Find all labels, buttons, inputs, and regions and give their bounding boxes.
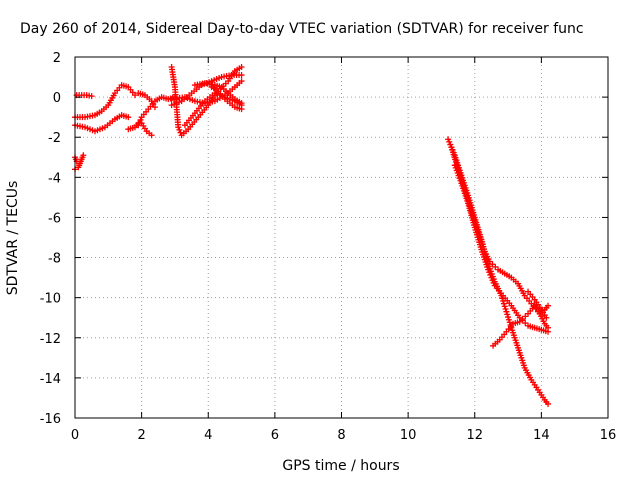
data-point bbox=[543, 314, 550, 321]
y-tick-label: -8 bbox=[48, 252, 61, 267]
y-tick-label: -12 bbox=[40, 332, 61, 347]
y-tick-label: -2 bbox=[48, 131, 61, 146]
data-point bbox=[177, 129, 184, 136]
data-point bbox=[176, 126, 183, 133]
data-point bbox=[522, 313, 529, 320]
x-tick-label: 4 bbox=[204, 428, 212, 443]
data-point bbox=[505, 314, 512, 321]
data-point bbox=[506, 319, 513, 326]
data-point bbox=[500, 300, 507, 307]
data-point bbox=[445, 136, 452, 143]
x-axis-label: GPS time / hours bbox=[282, 458, 399, 474]
y-tick-label: -4 bbox=[48, 171, 61, 186]
data-point bbox=[88, 93, 95, 100]
series-track-e bbox=[72, 112, 132, 135]
data-point bbox=[504, 311, 511, 318]
data-point bbox=[175, 124, 182, 131]
data-point bbox=[519, 316, 526, 323]
series-track-s bbox=[490, 302, 552, 349]
x-tick-label: 8 bbox=[337, 428, 345, 443]
tick-labels: 0 2 4 6 8 10 12 14 16 -16 -14 -12 -10 -8 -6 -4 -2 0 2 bbox=[40, 51, 617, 443]
x-tick-label: 14 bbox=[533, 428, 550, 443]
series-track-o bbox=[208, 84, 245, 113]
y-tick-label: 2 bbox=[53, 51, 61, 66]
data-point bbox=[487, 271, 494, 278]
data-point bbox=[135, 122, 142, 129]
x-tick-label: 16 bbox=[600, 428, 617, 443]
x-tick-label: 10 bbox=[400, 428, 417, 443]
chart-title: Day 260 of 2014, Sidereal Day-to-day VTE… bbox=[20, 21, 584, 37]
series-track-a bbox=[72, 152, 87, 173]
x-tick-label: 2 bbox=[137, 428, 145, 443]
data-point bbox=[125, 114, 132, 121]
x-tick-label: 12 bbox=[466, 428, 483, 443]
data-point bbox=[516, 318, 523, 325]
y-tick-label: 0 bbox=[53, 91, 61, 106]
data-point bbox=[447, 141, 454, 148]
series-track-k bbox=[168, 72, 245, 109]
data-point bbox=[137, 116, 144, 123]
data-point bbox=[492, 263, 499, 270]
data-point bbox=[489, 277, 496, 284]
data-point bbox=[501, 303, 508, 310]
data-point bbox=[489, 261, 496, 268]
data-point bbox=[238, 64, 245, 71]
series-track-c bbox=[73, 92, 95, 100]
data-point bbox=[131, 92, 138, 99]
data-point bbox=[503, 308, 510, 315]
y-tick-label: -6 bbox=[48, 211, 61, 226]
data-point bbox=[505, 316, 512, 323]
y-tick-label: -10 bbox=[40, 292, 61, 307]
data-point bbox=[148, 132, 155, 139]
data-point bbox=[488, 274, 495, 281]
series-track-t bbox=[525, 288, 550, 321]
data-point bbox=[545, 324, 552, 331]
data-point bbox=[485, 266, 492, 273]
data-point bbox=[545, 400, 552, 407]
series-track-i bbox=[138, 120, 155, 139]
data-point bbox=[502, 306, 509, 313]
data-point bbox=[151, 104, 158, 111]
data-point bbox=[522, 320, 529, 327]
grid-lines bbox=[75, 57, 608, 418]
data-series bbox=[72, 64, 552, 407]
axis-ticks bbox=[74, 56, 609, 419]
series-track-g bbox=[135, 90, 158, 111]
x-tick-label: 6 bbox=[271, 428, 279, 443]
data-point bbox=[446, 138, 453, 145]
data-point bbox=[545, 302, 552, 309]
series-track-n bbox=[191, 80, 245, 107]
data-point bbox=[486, 269, 493, 276]
y-tick-label: -16 bbox=[40, 412, 61, 427]
data-point bbox=[238, 78, 245, 85]
data-point bbox=[238, 106, 245, 113]
y-tick-label: -14 bbox=[40, 372, 61, 387]
data-point bbox=[238, 100, 245, 107]
data-point bbox=[490, 279, 497, 286]
data-point bbox=[238, 72, 245, 79]
y-axis-label: SDTVAR / TECUs bbox=[5, 181, 21, 296]
data-point bbox=[80, 152, 87, 159]
series-track-r bbox=[451, 162, 552, 335]
x-tick-label: 0 bbox=[71, 428, 79, 443]
